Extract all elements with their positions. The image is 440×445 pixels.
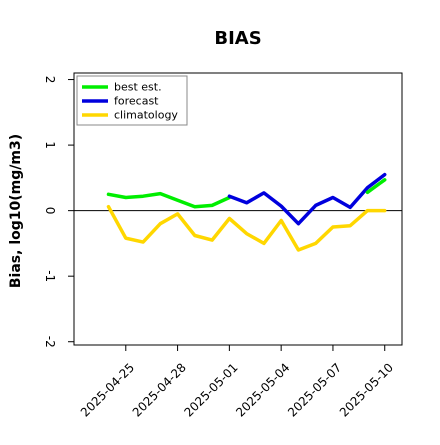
series-line-best-est bbox=[106, 191, 232, 209]
y-axis-label: Bias, log10(mg/m3) bbox=[8, 134, 24, 288]
series-line-forecast bbox=[227, 172, 387, 226]
chart-title: BIAS bbox=[214, 28, 261, 49]
y-tick-label: -2 bbox=[43, 336, 57, 348]
x-tick-label: 2025-04-28 bbox=[130, 360, 189, 419]
x-tick-label: 2025-05-04 bbox=[233, 360, 292, 419]
legend-label: climatology bbox=[114, 109, 178, 122]
x-tick-label: 2025-05-10 bbox=[337, 360, 396, 419]
x-tick-label: 2025-04-25 bbox=[78, 360, 137, 419]
legend-label: forecast bbox=[114, 95, 159, 108]
y-tick-label: 0 bbox=[43, 207, 57, 215]
x-tick-label: 2025-05-01 bbox=[181, 360, 240, 419]
y-tick-label: 2 bbox=[43, 76, 57, 84]
y-tick-label: 1 bbox=[43, 141, 57, 149]
legend-label: best est. bbox=[114, 81, 162, 94]
series-line-best-est-tail bbox=[365, 178, 387, 195]
y-tick-label: -1 bbox=[43, 270, 57, 282]
plot-frame bbox=[73, 72, 403, 346]
x-tick-label: 2025-05-07 bbox=[285, 360, 344, 419]
series-line-climatology bbox=[106, 204, 387, 252]
